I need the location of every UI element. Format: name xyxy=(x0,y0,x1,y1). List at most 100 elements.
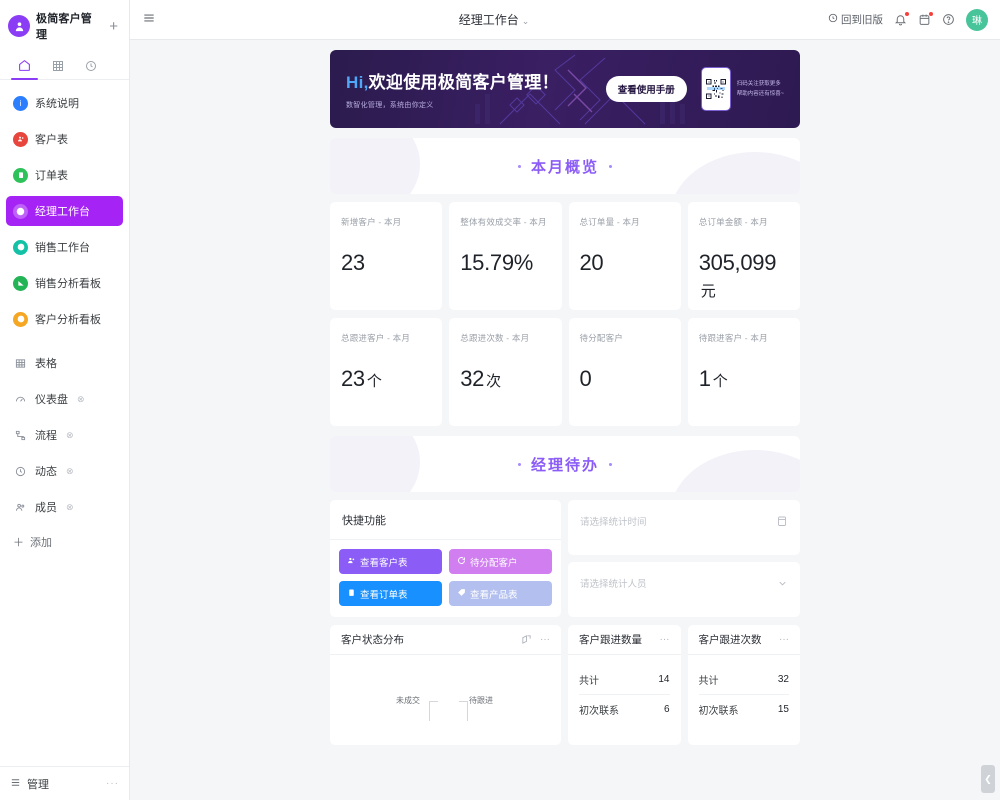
sidebar-item-label: 客户分析看板 xyxy=(35,314,101,326)
stat-card[interactable]: 总订单量 - 本月 20 xyxy=(568,202,681,310)
notification-bell-icon[interactable] xyxy=(894,11,910,26)
chevron-down-icon[interactable] xyxy=(777,576,788,594)
stat-number: 23 xyxy=(341,250,365,275)
stat-card[interactable]: 总跟进次数 - 本月 32 次 xyxy=(449,318,562,426)
sidebar-item-customers[interactable]: 客户表 xyxy=(6,124,123,154)
home-tab[interactable] xyxy=(8,52,41,80)
expand-icon[interactable] xyxy=(521,634,532,645)
sidebar-tabs xyxy=(0,48,129,80)
banner-greeting: Hi,欢迎使用极简客户管理！ xyxy=(346,68,559,93)
qr-caption-line2: 帮助内容还有惊喜~ xyxy=(736,91,784,97)
stat-label: 待分配客户 xyxy=(579,333,624,343)
stat-number: 20 xyxy=(579,250,604,275)
stat-card[interactable]: 总跟进客户 - 本月 23 个 xyxy=(330,318,443,426)
page-content: Hi,欢迎使用极简客户管理！ 数智化管理，系统由你定义 查看使用手册 xyxy=(130,40,1000,745)
sidebar-item-customer-analysis[interactable]: 客户分析看板 xyxy=(6,304,123,334)
calendar-icon[interactable] xyxy=(918,11,934,26)
stat-card[interactable]: 新增客户 - 本月 23 xyxy=(330,202,443,310)
stat-label: 总订单量 - 本月 xyxy=(579,217,640,227)
scroll-container[interactable]: Hi,欢迎使用极简客户管理！ 数智化管理，系统由你定义 查看使用手册 xyxy=(130,40,1000,800)
pie-label-1: 待跟进 xyxy=(469,696,493,705)
help-icon[interactable] xyxy=(942,13,955,26)
sidebar-item-activity[interactable]: 动态 ⊗ xyxy=(6,456,123,486)
follow-times-title: 客户跟进次数 xyxy=(698,634,762,646)
stat-card[interactable]: 总订单金额 - 本月 305,099 元 xyxy=(687,202,800,310)
pie-label-0: 未成交 xyxy=(396,696,420,705)
users-icon xyxy=(13,131,28,147)
welcome-banner: Hi,欢迎使用极简客户管理！ 数智化管理，系统由你定义 查看使用手册 xyxy=(330,50,800,128)
stat-value: 23 xyxy=(341,250,431,276)
stat-card[interactable]: 待分配客户 0 xyxy=(568,318,681,426)
todo-section-title-wrap: 经理待办 xyxy=(517,454,612,475)
sidebar-manage-label: 管理 xyxy=(27,778,49,791)
sidebar-item-members[interactable]: 成员 ⊗ xyxy=(6,492,123,522)
calendar-icon[interactable] xyxy=(776,514,788,532)
app-title: 极简客户管理 xyxy=(36,13,92,41)
bullet-icon xyxy=(609,462,612,466)
stat-number: 32 xyxy=(460,366,485,391)
quick-actions-body: 查看客户表 待分配客户 查看订单表 xyxy=(330,540,561,617)
sidebar-item-orders[interactable]: 订单表 xyxy=(6,160,123,190)
overview-section-header: 本月概览 xyxy=(330,138,800,194)
calendar-dot xyxy=(928,11,934,17)
qr-caption-line1: 扫码关注获取更多 xyxy=(736,80,781,87)
sidebar-add-button[interactable]: + xyxy=(109,17,118,35)
stat-date-placeholder: 请选择统计时间 xyxy=(580,517,647,528)
sidebar-item-label: 表格 xyxy=(35,358,57,370)
more-icon[interactable]: ··· xyxy=(779,634,789,645)
sidebar-item-system-info[interactable]: i 系统说明 xyxy=(6,88,123,118)
back-to-legacy-button[interactable]: 回到旧版 xyxy=(828,12,883,27)
stat-number: 305,099 xyxy=(698,250,777,275)
bullet-icon xyxy=(609,164,612,168)
hamburger-icon[interactable] xyxy=(142,11,160,28)
sidebar-item-sales-analysis[interactable]: 销售分析看板 xyxy=(6,268,123,298)
customer-status-title: 客户状态分布 xyxy=(341,634,404,646)
quick-button-label: 查看客户表 xyxy=(360,557,408,569)
stat-card[interactable]: 整体有效成交率 - 本月 15.79% xyxy=(449,202,562,310)
stat-person-select[interactable]: 请选择统计人员 xyxy=(568,562,800,617)
todo-row: 快捷功能 查看客户表 待分配客户 xyxy=(330,500,800,617)
sidebar-manage-button[interactable]: 管理 ··· xyxy=(0,766,129,800)
view-orders-button[interactable]: 查看订单表 xyxy=(339,581,442,606)
view-manual-button[interactable]: 查看使用手册 xyxy=(605,76,687,102)
bullet-icon xyxy=(517,164,521,168)
stat-number: 1 xyxy=(698,366,711,391)
page-title[interactable]: 经理工作台 ⌄ xyxy=(170,11,818,28)
sidebar-item-tables[interactable]: 表格 xyxy=(6,348,123,378)
sidebar-item-flow[interactable]: 流程 ⊗ xyxy=(6,420,123,450)
lock-badge: ⊗ xyxy=(66,501,74,512)
sidebar-item-dashboard[interactable]: 仪表盘 ⊗ xyxy=(6,384,123,414)
grid-tab[interactable] xyxy=(41,52,74,79)
stat-label: 总跟进次数 - 本月 xyxy=(460,333,530,343)
customer-status-pie-chart: 未成交 待跟进 xyxy=(341,665,550,735)
chevron-down-icon: ⌄ xyxy=(521,16,530,26)
overview-row-1: 新增客户 - 本月 23 整体有效成交率 - 本月 15.79% 总订单量 - … xyxy=(330,202,800,310)
banner-greeting-rest: 欢迎使用极简客户管理！ xyxy=(368,73,559,92)
avatar[interactable]: 琳 xyxy=(966,8,988,31)
sidebar-item-label: 流程 xyxy=(35,430,57,442)
sidebar-item-label: 系统说明 xyxy=(35,98,79,110)
pending-assign-button[interactable]: 待分配客户 xyxy=(449,549,552,574)
sidebar-item-sales-workbench[interactable]: 销售工作台 xyxy=(6,232,123,262)
view-customers-button[interactable]: 查看客户表 xyxy=(339,549,442,574)
banner-hi: Hi, xyxy=(346,73,369,92)
more-icon[interactable]: ··· xyxy=(659,634,670,645)
view-products-button[interactable]: 查看产品表 xyxy=(449,581,552,606)
more-icon[interactable]: ··· xyxy=(540,634,550,645)
qr-code-icon xyxy=(700,67,731,111)
more-icon[interactable]: ··· xyxy=(106,778,119,789)
collapse-handle[interactable]: ❮ xyxy=(981,765,995,793)
plus-icon: ＋ xyxy=(13,537,24,549)
follow-count-header: 客户跟进数量 ··· xyxy=(568,625,681,655)
sidebar: 极简客户管理 + i 系统说明 客户表 xyxy=(0,0,130,800)
back-to-legacy-label: 回到旧版 xyxy=(841,14,883,26)
todo-section-header: 经理待办 xyxy=(330,436,800,492)
sidebar-item-label: 动态 xyxy=(35,466,57,478)
customer-status-card: 客户状态分布 ··· 未成交 待跟进 xyxy=(330,625,561,745)
clock-tab[interactable] xyxy=(74,52,107,79)
sidebar-add-node-button[interactable]: ＋ 添加 xyxy=(6,528,123,556)
sidebar-item-manager-workbench[interactable]: 经理工作台 xyxy=(6,196,123,226)
stat-date-picker[interactable]: 请选择统计时间 xyxy=(568,500,800,555)
